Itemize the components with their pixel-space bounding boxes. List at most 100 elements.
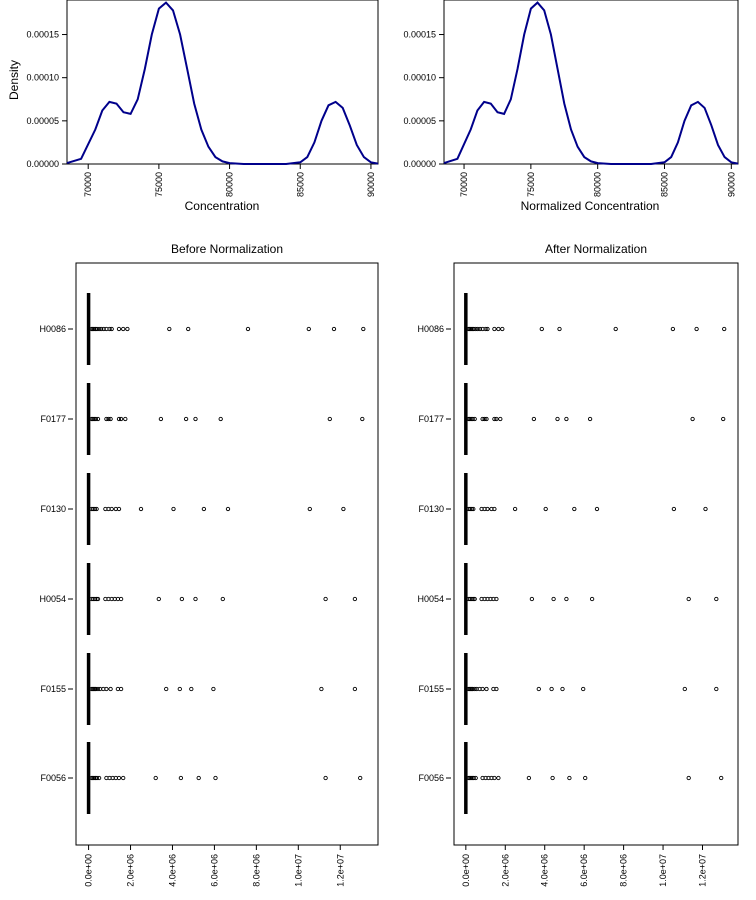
outlier-point: [526, 775, 532, 781]
outlier-point: [564, 596, 569, 602]
x-tick-label: 2.0e+06: [126, 854, 136, 887]
box-marks: [86, 293, 366, 814]
outlier-point: [94, 326, 100, 332]
outlier-point: [125, 326, 130, 332]
x-tick-label: 70000: [459, 172, 469, 197]
x-tick-label: 1.2e+07: [335, 854, 345, 887]
plot-frame: [443, 0, 739, 165]
outlier-point: [714, 596, 719, 602]
outlier-point: [671, 506, 677, 512]
x-tick-label: 70000: [83, 172, 93, 197]
outlier-point: [138, 506, 144, 512]
y-axis-label: Density: [7, 60, 21, 100]
y-tick-label: 0.00010: [26, 73, 59, 83]
outlier-point: [94, 775, 100, 781]
outlier-point: [587, 416, 593, 422]
outlier-point: [714, 686, 719, 692]
x-tick-label: 8.0e+06: [251, 854, 261, 887]
outlier-point: [121, 326, 126, 332]
outlier-point: [153, 775, 158, 781]
category-label: F0177: [40, 414, 66, 424]
category-label: H0054: [417, 594, 444, 604]
outlier-point: [178, 775, 184, 781]
chart-title: After Normalization: [545, 242, 647, 256]
x-axis-label: Concentration: [185, 199, 260, 213]
outlier-point: [469, 506, 474, 512]
outlier-point: [472, 596, 477, 602]
outlier-point: [95, 596, 101, 602]
outlier-point: [472, 686, 477, 692]
plot-frame: [75, 262, 379, 846]
outlier-point: [331, 326, 337, 332]
outlier-point: [183, 416, 189, 422]
outlier-point: [106, 416, 111, 422]
y-tick-label: 0.00000: [403, 159, 436, 169]
y-ticks: 0.00000 0.00005 0.00010 0.00015: [26, 30, 67, 169]
density-curve: [443, 1, 739, 165]
category-label: F0056: [40, 773, 66, 783]
x-tick-label: 75000: [154, 172, 164, 197]
outlier-point: [93, 686, 99, 692]
outlier-point: [245, 326, 251, 332]
outlier-point: [477, 326, 483, 332]
outlier-point: [189, 686, 194, 692]
outlier-point: [531, 416, 537, 422]
box-marks: [464, 293, 727, 814]
outlier-point: [551, 596, 556, 602]
outlier-point: [213, 775, 218, 781]
category-labels: H0086 F0177 F0130 H0054 F0155 F0056: [39, 324, 73, 783]
outlier-point: [496, 775, 501, 781]
outlier-point: [470, 416, 475, 422]
outlier-point: [123, 416, 128, 422]
x-tick-label: 90000: [366, 172, 376, 197]
outlier-point: [352, 596, 358, 602]
x-tick-label: 2.0e+06: [500, 854, 510, 887]
outlier-point: [682, 686, 687, 692]
outlier-point: [116, 416, 122, 422]
outlier-point: [557, 326, 562, 332]
outlier-point: [341, 506, 346, 512]
density-panel-right: 70000 75000 80000 85000 90000 0.00000 0.00005…: [403, 0, 739, 213]
outlier-point: [494, 596, 499, 602]
x-ticks: 0.0e+00 2.0e+06 4.0e+06 6.0e+06 8.0e+06 1.0e+…: [84, 845, 345, 887]
outlier-point: [539, 326, 544, 332]
outlier-point: [94, 596, 99, 602]
outlier-point: [104, 686, 109, 692]
outlier-point: [492, 506, 497, 512]
outlier-point: [485, 506, 490, 512]
outlier-point: [500, 326, 505, 332]
outlier-point: [327, 416, 332, 422]
outlier-point: [496, 326, 501, 332]
density-panel-left: 70000 75000 80000 85000 90000 0.00000 0.00005…: [7, 0, 379, 213]
x-tick-label: 80000: [225, 172, 235, 197]
outlier-point: [95, 416, 101, 422]
outlier-point: [488, 596, 493, 602]
x-tick-label: 1.0e+07: [658, 854, 668, 887]
outlier-point: [92, 506, 98, 512]
outlier-point: [549, 686, 554, 692]
outlier-point: [489, 506, 494, 512]
outlier-point: [352, 686, 358, 692]
x-tick-label: 85000: [295, 172, 305, 197]
outlier-point: [93, 416, 99, 422]
outlier-point: [473, 326, 478, 332]
outlier-point: [670, 326, 676, 332]
outlier-point: [225, 506, 231, 512]
outlier-point: [492, 775, 497, 781]
outlier-point: [719, 775, 724, 781]
outlier-point: [99, 326, 104, 332]
outlier-point: [95, 686, 101, 692]
outlier-point: [485, 326, 490, 332]
outlier-point: [567, 775, 572, 781]
category-label: F0177: [418, 414, 444, 424]
outlier-point: [482, 596, 487, 602]
outlier-point: [589, 596, 595, 602]
outlier-point: [572, 506, 577, 512]
plot-frame: [453, 262, 739, 846]
outlier-point: [96, 326, 102, 332]
y-ticks: 0.00000 0.00005 0.00010 0.00015: [403, 30, 444, 169]
outlier-point: [484, 686, 489, 692]
outlier-point: [116, 775, 122, 781]
outlier-point: [470, 686, 475, 692]
